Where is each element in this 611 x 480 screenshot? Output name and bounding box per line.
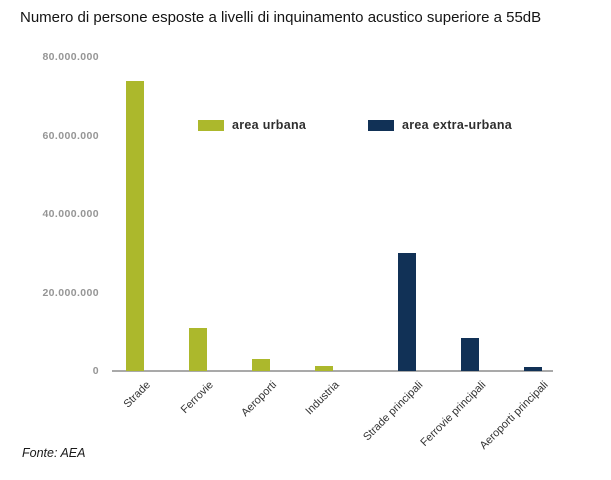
bar-strade-principali — [397, 253, 416, 371]
legend-item-area-urbana: area urbana — [198, 118, 306, 132]
legend-label-area-urbana: area urbana — [232, 118, 307, 132]
y-tick-label-80000000: 80.000.000 — [42, 51, 99, 63]
y-tick-label-60000000: 60.000.000 — [42, 129, 99, 142]
x-label-strade: Strade — [121, 379, 153, 411]
x-label-strade-principali: Strade principali — [360, 379, 425, 444]
legend-item-area-extra-urbana: area extra-urbana — [368, 118, 512, 132]
x-label-ferrovie-principali: Ferrovie principali — [418, 379, 488, 449]
legend-swatch-area-extra-urbana — [368, 119, 394, 131]
legend-label-area-extra-urbana: area extra-urbana — [402, 118, 513, 132]
chart-title: Numero di persone esposte a livelli di i… — [20, 9, 542, 26]
bar-aeroporti — [251, 359, 270, 371]
x-label-aeroporti: Aeroporti — [238, 379, 279, 420]
x-label-aeroporti-principali: Aeroporti principali — [478, 379, 551, 452]
bar-ferrovie — [188, 328, 207, 371]
bar-strade — [125, 81, 144, 371]
source-note: Fonte: AEA — [22, 446, 86, 460]
x-label-ferrovie: Ferrovie — [178, 379, 216, 417]
legend-swatch-area-urbana — [198, 119, 224, 131]
bar-industria — [314, 366, 333, 371]
y-tick-label-20000000: 20.000.000 — [42, 286, 99, 299]
bar-ferrovie-principali — [460, 338, 479, 371]
bar-aeroporti-principali — [523, 367, 542, 371]
y-tick-label-40000000: 40.000.000 — [42, 208, 99, 220]
x-axis-line — [112, 370, 553, 372]
y-tick-label-0: 0 — [92, 365, 99, 377]
x-label-industria: Industria — [303, 379, 342, 418]
